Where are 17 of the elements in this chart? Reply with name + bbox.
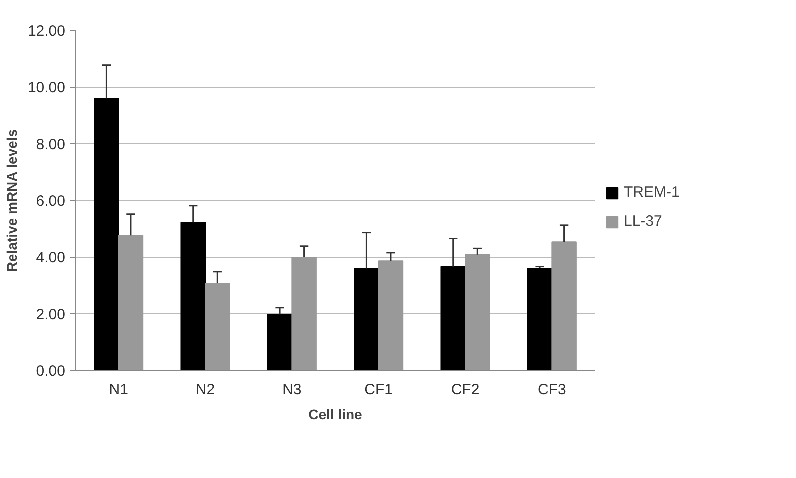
y-axis-title: Relative mRNA levels bbox=[4, 129, 20, 272]
legend-label: TREM-1 bbox=[624, 184, 680, 201]
x-tick-label: N2 bbox=[196, 382, 216, 398]
y-tick-label: 10.00 bbox=[28, 80, 66, 97]
x-tick-label: CF2 bbox=[451, 382, 480, 398]
y-tick-label: 4.00 bbox=[36, 250, 66, 267]
y-tick-label: 6.00 bbox=[36, 193, 66, 210]
x-tick-label: N3 bbox=[282, 382, 302, 398]
y-tick-label: 8.00 bbox=[36, 136, 66, 154]
x-tick-label: N1 bbox=[109, 382, 128, 398]
x-tick-label: CF1 bbox=[364, 382, 394, 398]
x-tick-label: CF3 bbox=[538, 382, 566, 398]
y-tick-label: 12.00 bbox=[28, 23, 66, 40]
legend-label: LL-37 bbox=[624, 213, 662, 230]
y-tick-label: 2.00 bbox=[36, 306, 66, 324]
y-tick-label: 0.00 bbox=[36, 363, 66, 380]
x-axis-title: Cell line bbox=[308, 406, 363, 422]
